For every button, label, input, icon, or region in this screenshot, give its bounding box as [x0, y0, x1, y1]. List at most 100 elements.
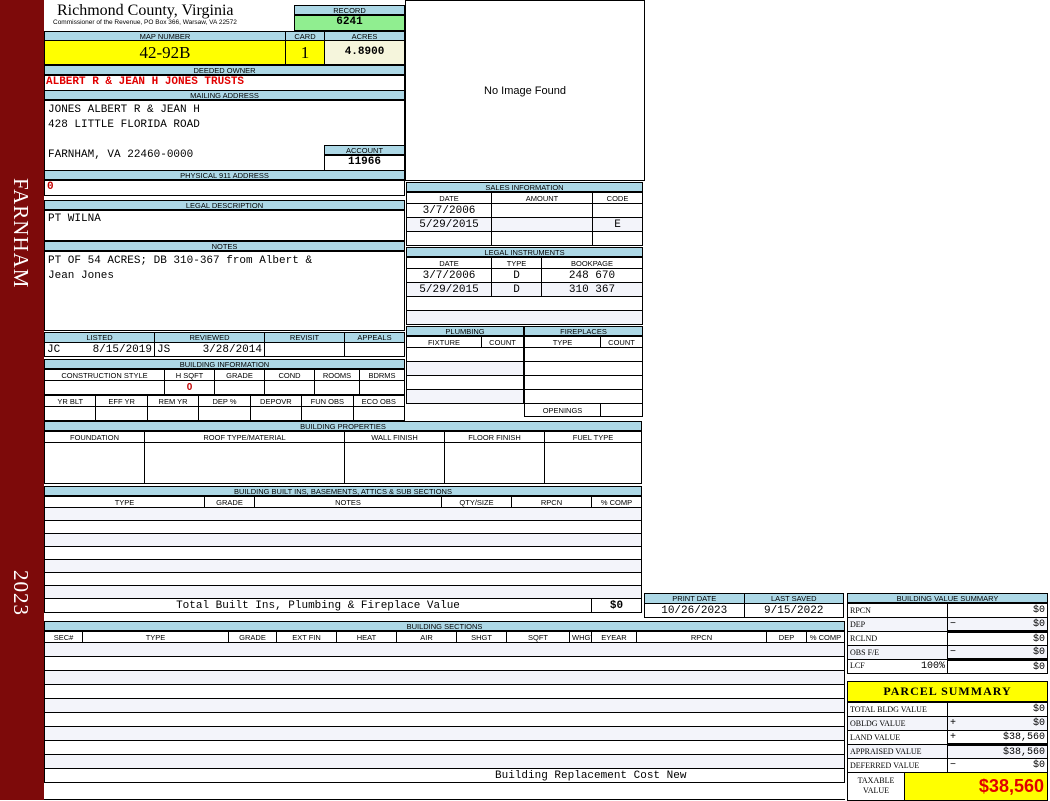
cell	[314, 380, 360, 395]
last-saved-date: 9/15/2022	[743, 603, 844, 618]
summary-label: TOTAL BLDG VALUE	[847, 702, 948, 717]
col-air: AIR	[396, 631, 457, 643]
owner-label: DEEDED OWNER	[44, 65, 405, 75]
physical-address-label: PHYSICAL 911 ADDRESS	[44, 170, 405, 180]
last-saved-label: LAST SAVED	[743, 593, 844, 604]
legal-label: LEGAL DESCRIPTION	[44, 200, 405, 210]
instrument-bookpage: 248 670	[541, 268, 643, 283]
building-value-summary: BUILDING VALUE SUMMARY RPCN $0 DEP − $0 RCLND…	[847, 593, 1048, 674]
building-info-table: CONSTRUCTION STYLE H SQFT GRADE COND ROOMS BD…	[43, 369, 406, 421]
col-type: TYPE	[491, 257, 542, 269]
amount: $0	[1032, 704, 1045, 715]
openings-label: OPENINGS	[524, 403, 601, 417]
col-rem-yr: REM YR	[146, 395, 200, 407]
amount: $0	[1032, 646, 1045, 658]
card-number: 1	[285, 40, 325, 65]
col-bookpage: BOOKPAGE	[541, 257, 643, 269]
summary-label: DEFERRED VALUE	[847, 758, 948, 773]
record-label: RECORD	[294, 5, 405, 15]
hsqft-value: 0	[164, 380, 215, 395]
summary-value: $0	[947, 631, 1048, 646]
no-image-text: No Image Found	[484, 84, 566, 97]
col-fixture: FIXTURE	[406, 336, 482, 348]
col-count: COUNT	[600, 336, 643, 348]
parcel-image: No Image Found	[405, 0, 645, 181]
amount: $0	[1032, 605, 1045, 616]
summary-value: $0	[947, 659, 1048, 674]
summary-value: $0	[947, 702, 1048, 717]
summary-row: OBLDG VALUE + $0	[847, 716, 1048, 731]
mailing-label: MAILING ADDRESS	[44, 90, 405, 100]
physical-address: 0	[44, 180, 405, 196]
district-name: FARNHAM	[9, 178, 33, 289]
table-row: 5/29/2015 D 310 367	[406, 282, 643, 297]
col-eco-obs: ECO OBS	[352, 395, 406, 407]
summary-row: OBS F/E − $0	[847, 645, 1048, 661]
summary-value: − $0	[947, 645, 1048, 661]
taxable-label-line1: TAXABLE	[857, 776, 895, 785]
review-table: LISTED REVIEWED REVISIT APPEALS JC 8/15/2019…	[44, 332, 405, 357]
summary-value: $38,560	[947, 744, 1048, 759]
cell	[198, 406, 251, 421]
sign-indicator: +	[950, 718, 957, 729]
col-count: COUNT	[481, 336, 524, 348]
sale-amount	[491, 217, 593, 232]
listed-date: 8/15/2019	[92, 343, 152, 356]
taxable-label-line2: VALUE	[862, 786, 890, 795]
cell	[214, 380, 265, 395]
col-eyear: EYEAR	[591, 631, 637, 643]
amount: $0	[1032, 661, 1045, 673]
replacement-cost-label: Building Replacement Cost New	[44, 768, 845, 783]
account-number: 11966	[324, 155, 405, 171]
col-hsqft: H SQFT	[164, 369, 215, 381]
legal-description: PT WILNA	[44, 210, 405, 241]
sign-indicator: −	[950, 760, 957, 771]
dates-table: PRINT DATE LAST SAVED 10/26/2023 9/15/2022	[644, 593, 844, 618]
col-foundation: FOUNDATION	[44, 431, 145, 443]
notes-label: NOTES	[44, 241, 405, 251]
col-type: TYPE	[524, 336, 601, 348]
parcel-summary: PARCEL SUMMARY TOTAL BLDG VALUE $0 OBLDG V…	[847, 681, 1048, 801]
reviewed-label: REVIEWED	[154, 332, 265, 343]
sign-indicator: −	[950, 618, 957, 630]
page-subtitle: Commissioner of the Revenue, PO Box 366,…	[53, 19, 237, 26]
amount: $38,560	[1002, 731, 1045, 743]
summary-row: RPCN $0	[847, 603, 1048, 618]
instrument-type: D	[491, 282, 542, 297]
col-bdrms: BDRMS	[359, 369, 405, 381]
taxable-label: TAXABLE VALUE	[848, 773, 904, 800]
summary-row: DEFERRED VALUE − $0	[847, 758, 1048, 773]
col-date: DATE	[406, 257, 492, 269]
sections-label: BUILDING SECTIONS	[44, 621, 845, 631]
col-dep: DEP	[766, 631, 807, 643]
col-eff-yr: EFF YR	[95, 395, 148, 407]
col-code: CODE	[592, 192, 643, 204]
cell	[146, 406, 200, 421]
cell	[352, 406, 406, 421]
notes-line2: Jean Jones	[48, 270, 115, 282]
col-notes: NOTES	[254, 496, 442, 508]
col-depovr: DEPOVR	[249, 395, 303, 407]
cell	[264, 380, 315, 395]
col-yr-blt: YR BLT	[43, 395, 97, 407]
plumbing-fireplaces: PLUMBING FIXTURE COUNT FIREPLACES TYPE COU…	[406, 326, 643, 417]
acres-value: 4.8900	[324, 40, 405, 65]
print-date-label: PRINT DATE	[644, 593, 745, 604]
cell	[301, 406, 354, 421]
builtins-total-label: Total Built Ins, Plumbing & Fireplace Va…	[44, 598, 592, 613]
summary-row: RCLND $0	[847, 631, 1048, 646]
col-rpcn: RPCN	[511, 496, 592, 508]
summary-value: − $0	[947, 758, 1048, 773]
summary-label: APPRAISED VALUE	[847, 744, 948, 759]
table-row: 3/7/2006	[406, 203, 643, 218]
col-pct-comp: % COMP	[591, 496, 642, 508]
instruments-label: LEGAL INSTRUMENTS	[406, 247, 643, 257]
col-fuel-type: FUEL TYPE	[544, 431, 642, 443]
col-sqft: SQFT	[506, 631, 570, 643]
summary-row: DEP − $0	[847, 617, 1048, 633]
listed-by: JC	[47, 343, 61, 356]
tax-year: 2023	[9, 570, 33, 616]
table-row	[406, 231, 643, 246]
summary-label: LCF 100%	[847, 659, 948, 674]
amount: $0	[1032, 618, 1045, 630]
